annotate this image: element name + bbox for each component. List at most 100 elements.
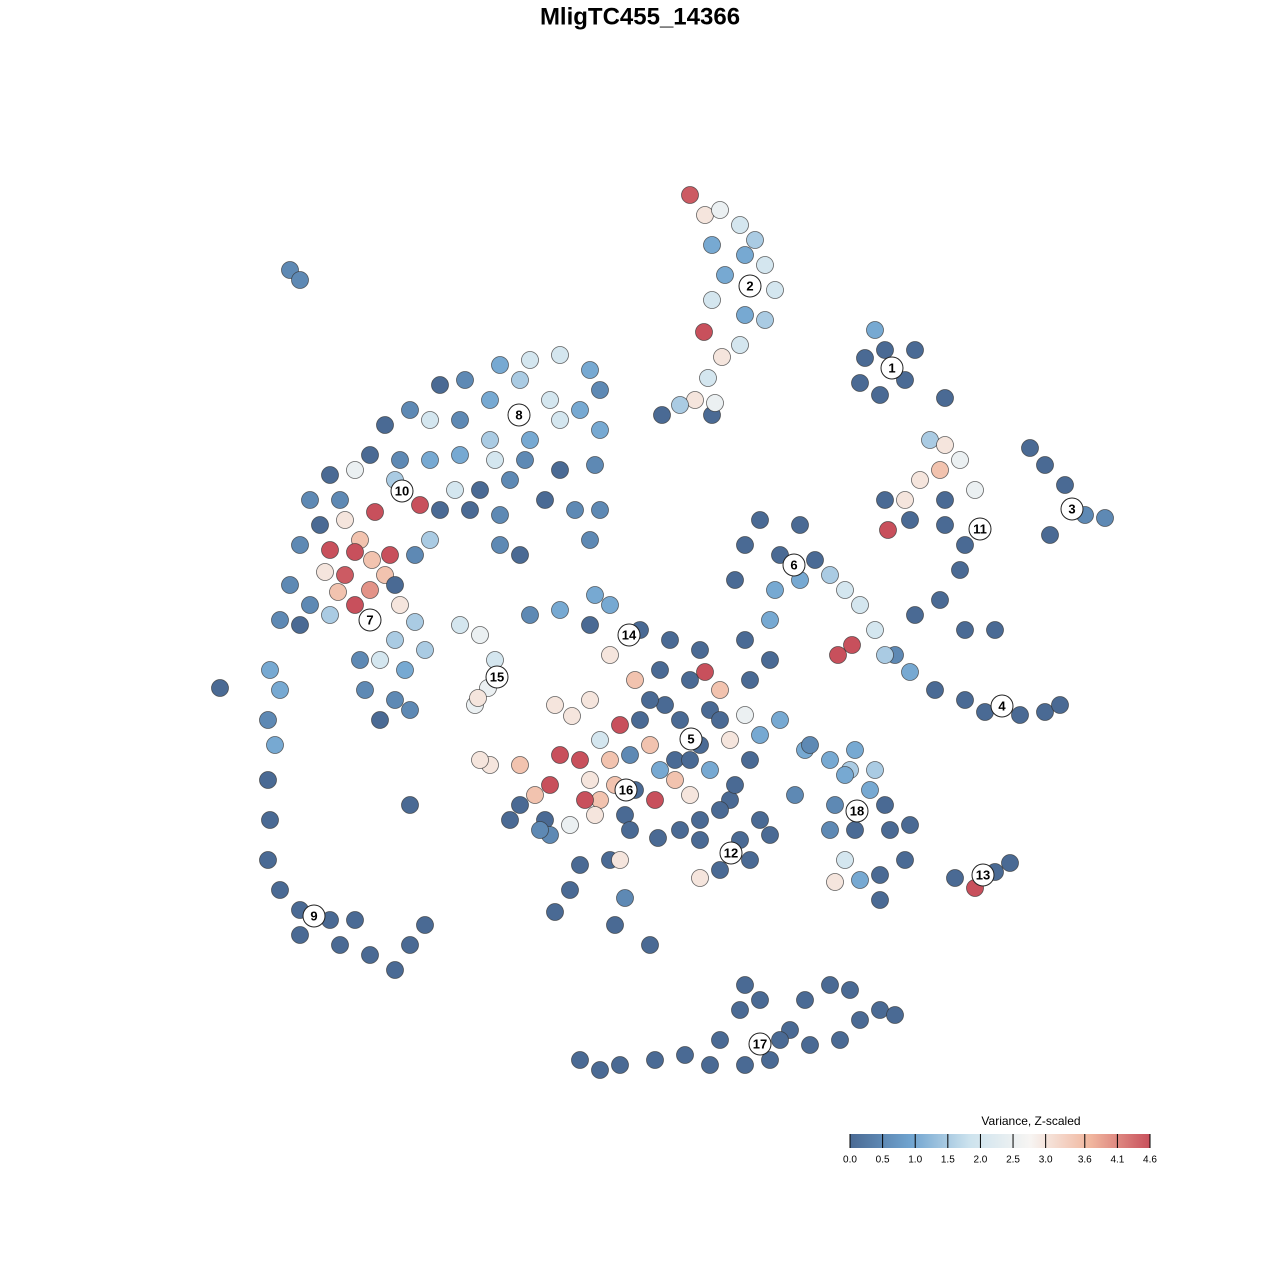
point — [631, 711, 649, 729]
point — [761, 1051, 779, 1069]
point — [401, 401, 419, 419]
point — [266, 736, 284, 754]
point — [401, 796, 419, 814]
point — [901, 663, 919, 681]
colorbar-gradient — [850, 1134, 1150, 1148]
cluster-label: 6 — [790, 557, 797, 572]
point — [601, 596, 619, 614]
point — [551, 461, 569, 479]
point — [431, 501, 449, 519]
point — [966, 481, 984, 499]
point — [671, 396, 689, 414]
cluster-label: 1 — [888, 360, 895, 375]
point — [666, 771, 684, 789]
point — [711, 711, 729, 729]
point — [746, 231, 764, 249]
point — [471, 751, 489, 769]
point — [456, 371, 474, 389]
point — [451, 616, 469, 634]
point — [591, 791, 609, 809]
point — [681, 786, 699, 804]
point — [936, 516, 954, 534]
point — [351, 651, 369, 669]
point — [726, 776, 744, 794]
point — [581, 771, 599, 789]
point — [581, 531, 599, 549]
cluster-label: 11 — [973, 521, 987, 536]
point — [271, 681, 289, 699]
point — [546, 696, 564, 714]
point — [756, 311, 774, 329]
point — [771, 1031, 789, 1049]
cluster-label-badge — [617, 623, 641, 647]
point — [836, 851, 854, 869]
point — [601, 751, 619, 769]
point — [386, 961, 404, 979]
point — [469, 689, 487, 707]
points — [211, 186, 1114, 1079]
point — [571, 856, 589, 874]
colorbar-tick-label: 1.0 — [908, 1155, 922, 1166]
point — [391, 596, 409, 614]
cluster-label: 9 — [310, 908, 317, 923]
cluster-label: 2 — [746, 278, 753, 293]
point — [521, 606, 539, 624]
point — [561, 816, 579, 834]
point — [711, 801, 729, 819]
point — [516, 451, 534, 469]
point — [551, 601, 569, 619]
point — [671, 711, 689, 729]
point — [571, 1051, 589, 1069]
point — [699, 369, 717, 387]
point — [346, 461, 364, 479]
point — [346, 911, 364, 929]
point — [641, 936, 659, 954]
point — [896, 491, 914, 509]
point — [951, 561, 969, 579]
point — [826, 796, 844, 814]
point — [1056, 476, 1074, 494]
point — [691, 811, 709, 829]
point — [621, 821, 639, 839]
point — [843, 636, 861, 654]
point — [611, 1056, 629, 1074]
cluster-label-badge — [845, 799, 869, 823]
point — [416, 916, 434, 934]
point — [491, 356, 509, 374]
point — [336, 511, 354, 529]
point — [511, 756, 529, 774]
point — [336, 566, 354, 584]
cluster-label: 17 — [753, 1036, 767, 1051]
chart-title: MligTC455_14366 — [540, 3, 740, 30]
point — [259, 851, 277, 869]
cluster-label-badge — [358, 608, 382, 632]
point — [363, 551, 381, 569]
point — [1021, 439, 1039, 457]
point — [501, 811, 519, 829]
point — [616, 889, 634, 907]
cluster-label: 12 — [724, 845, 738, 860]
point — [896, 371, 914, 389]
point — [566, 501, 584, 519]
point — [836, 581, 854, 599]
point — [751, 726, 769, 744]
point — [956, 536, 974, 554]
colorbar-tick-label: 4.6 — [1143, 1155, 1157, 1166]
point — [346, 543, 364, 561]
cluster-label-badge — [782, 553, 806, 577]
point — [406, 546, 424, 564]
point — [676, 1046, 694, 1064]
point — [951, 451, 969, 469]
point — [736, 631, 754, 649]
cluster-label-badge — [990, 694, 1014, 718]
point — [911, 471, 929, 489]
cluster-label-badge — [971, 863, 995, 887]
point — [271, 881, 289, 899]
point — [371, 711, 389, 729]
point — [736, 1056, 754, 1074]
point — [401, 936, 419, 954]
cluster-label: 8 — [515, 407, 522, 422]
point — [451, 411, 469, 429]
point — [831, 1031, 849, 1049]
point — [511, 796, 529, 814]
